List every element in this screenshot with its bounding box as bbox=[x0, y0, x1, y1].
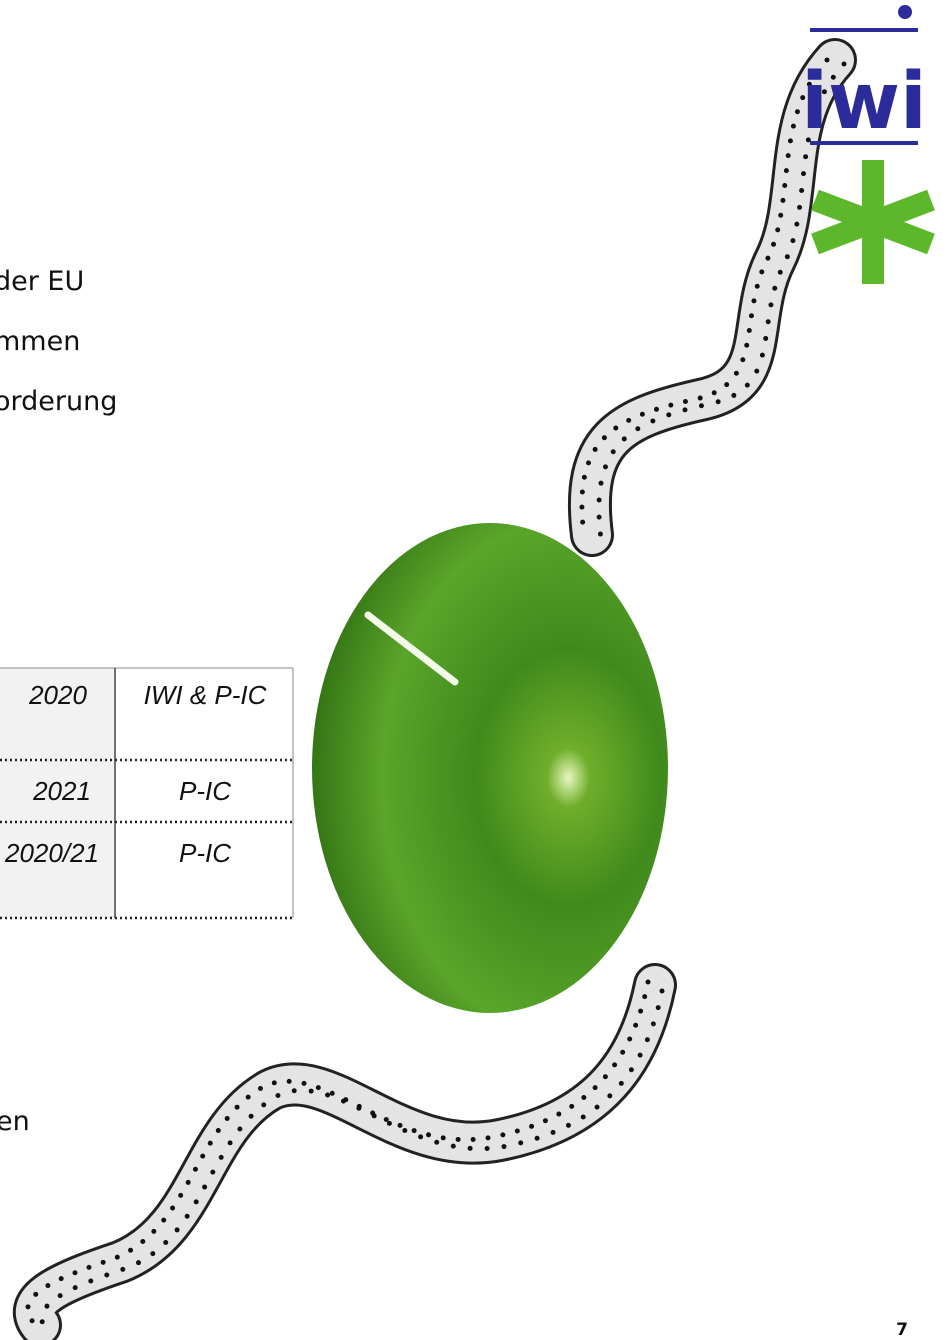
body-line: der EU bbox=[0, 266, 84, 297]
page-number: 7 bbox=[896, 1320, 908, 1340]
body-line: en bbox=[0, 1106, 30, 1137]
slide: iwi der EU mmen orderung 2020 IWI & P-IC… bbox=[0, 0, 948, 1340]
table-cell: 2020 bbox=[28, 680, 87, 710]
page: {"body_lines": ["der EU", "mmen", "order… bbox=[0, 0, 948, 1340]
tunnel-image bbox=[312, 523, 668, 1013]
table-cell: 2020/21 bbox=[4, 838, 99, 868]
table-cell: IWI & P-IC bbox=[144, 680, 267, 710]
body-line: mmen bbox=[0, 326, 80, 357]
logo-text: iwi bbox=[801, 57, 927, 147]
table-cell: P-IC bbox=[179, 838, 231, 868]
body-line: orderung bbox=[0, 386, 117, 417]
table-cell: P-IC bbox=[179, 776, 231, 806]
table-cell: 2021 bbox=[32, 776, 91, 806]
table: 2020 IWI & P-IC 2021 P-IC 2020/21 P-IC bbox=[0, 668, 293, 918]
